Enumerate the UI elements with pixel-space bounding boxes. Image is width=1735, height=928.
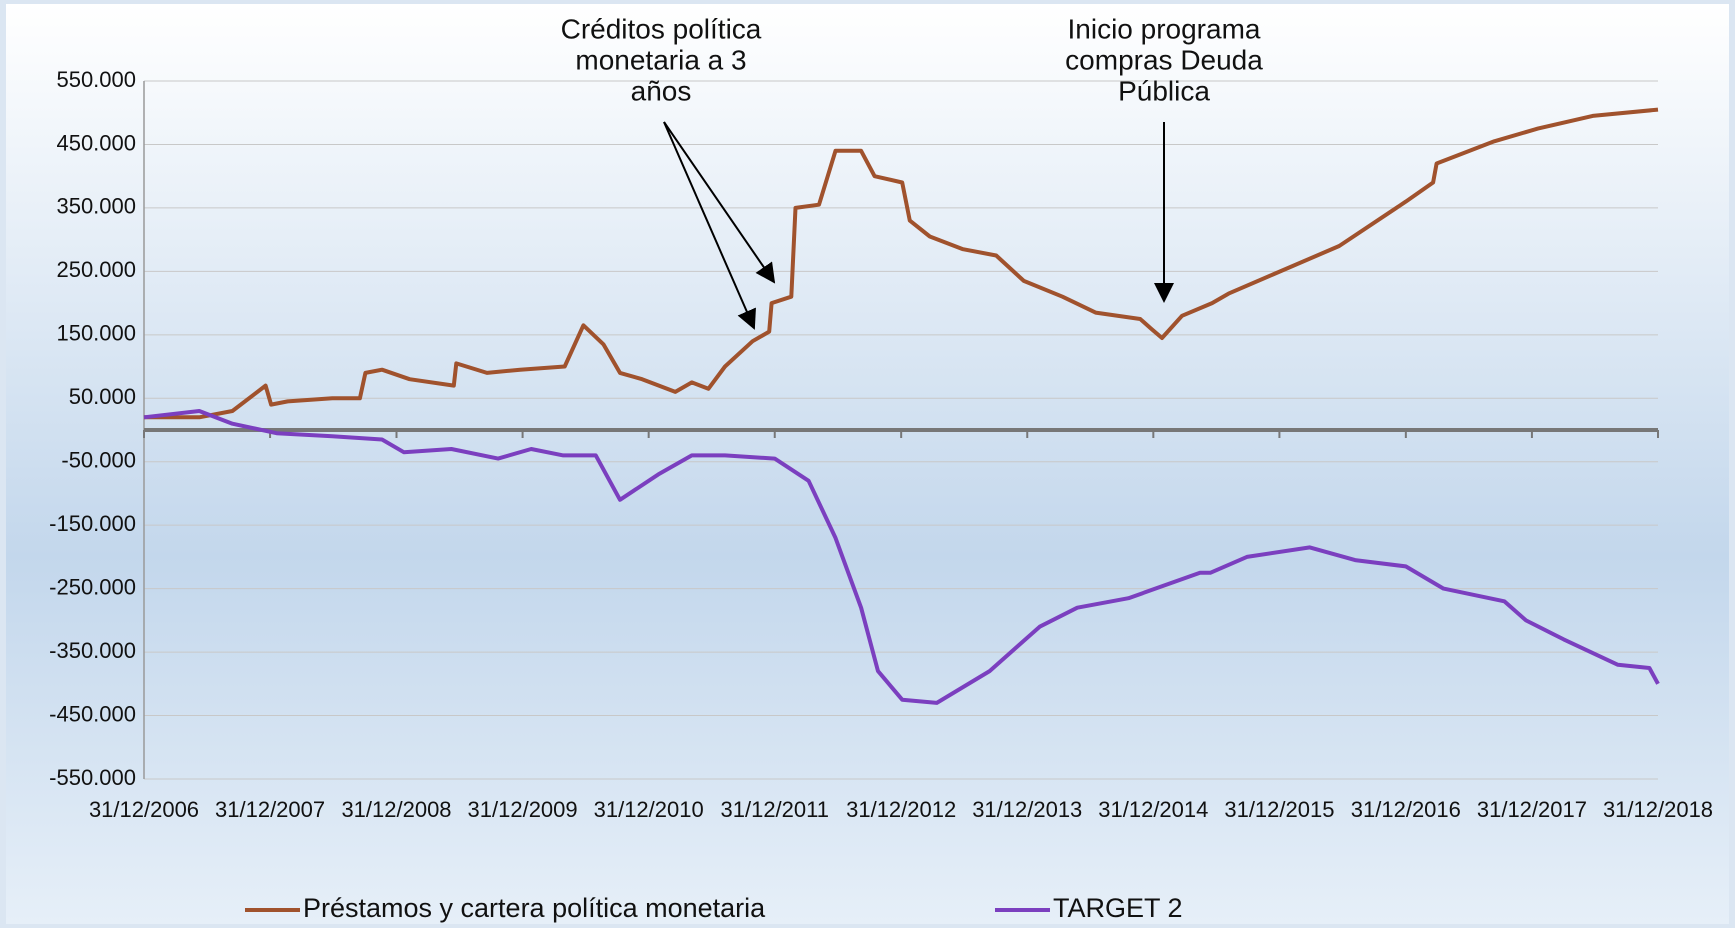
y-tick-label: 350.000 <box>56 194 136 219</box>
x-tick-label: 31/12/2010 <box>594 797 704 822</box>
y-tick-label: 550.000 <box>56 67 136 92</box>
annotation: Inicio programa <box>1068 13 1261 44</box>
y-tick-label: 150.000 <box>56 321 136 346</box>
plot-background <box>6 4 1729 924</box>
y-tick-label: 450.000 <box>56 130 136 155</box>
annotation: monetaria a 3 <box>575 44 746 75</box>
x-tick-label: 31/12/2014 <box>1098 797 1208 822</box>
x-tick-label: 31/12/2006 <box>89 797 199 822</box>
y-tick-label: -250.000 <box>49 574 136 599</box>
y-tick-label: 50.000 <box>69 384 136 409</box>
series-line <box>144 107 1659 420</box>
y-tick-label: -50.000 <box>61 448 136 473</box>
x-tick-label: 31/12/2013 <box>972 797 1082 822</box>
y-tick-label: -550.000 <box>49 765 136 790</box>
y-tick-label: -450.000 <box>49 701 136 726</box>
legend-label: TARGET 2 <box>1053 893 1183 923</box>
x-tick-label: 31/12/2012 <box>846 797 956 822</box>
x-tick-label: 31/12/2011 <box>721 797 829 822</box>
x-tick-label: 31/12/2018 <box>1603 797 1713 822</box>
chart-body: 550.000 450.000 350.000 250.000 150.000 50.00… <box>49 67 1713 822</box>
arrow <box>663 121 756 330</box>
annotation: Pública <box>1118 75 1210 106</box>
annotation: años <box>631 75 692 106</box>
annotation: compras Deuda <box>1065 44 1263 75</box>
x-tick-label: 31/12/2007 <box>215 797 325 822</box>
legend-label: Préstamos y cartera política monetaria <box>303 893 766 923</box>
y-tick-label: -350.000 <box>49 638 136 663</box>
y-tick-label: -150.000 <box>49 511 136 536</box>
x-tick-label: 31/12/2017 <box>1477 797 1587 822</box>
x-tick-label: 31/12/2015 <box>1224 797 1334 822</box>
series-line <box>143 409 1660 705</box>
x-tick-label: 31/12/2016 <box>1351 797 1461 822</box>
annotation: Créditos política <box>561 13 762 44</box>
x-tick-label: 31/12/2008 <box>341 797 451 822</box>
x-tick-label: 31/12/2009 <box>468 797 578 822</box>
arrow <box>663 121 776 284</box>
y-tick-label: 250.000 <box>56 257 136 282</box>
